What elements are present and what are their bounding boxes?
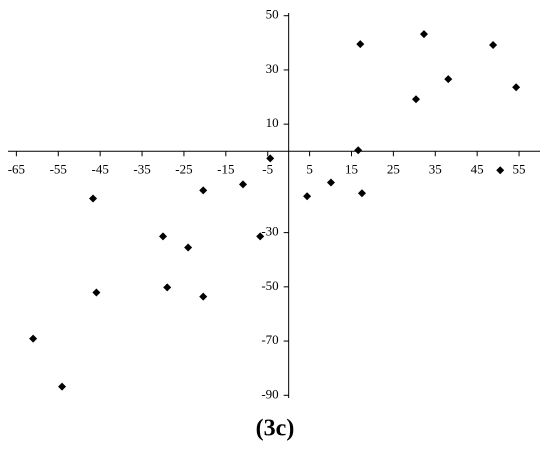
point — [303, 192, 312, 201]
x-tick-label: -55 — [50, 161, 67, 176]
x-tick-label: 55 — [513, 161, 526, 176]
point — [326, 178, 335, 187]
y-tick-label: -50 — [261, 278, 278, 293]
y-tick-label: 10 — [266, 115, 279, 130]
point — [239, 180, 248, 189]
point — [89, 194, 98, 203]
point — [354, 146, 363, 155]
point — [444, 75, 453, 84]
point — [266, 154, 275, 163]
x-tick-label: -65 — [8, 161, 25, 176]
point — [29, 334, 38, 343]
x-tick-label: 15 — [345, 161, 358, 176]
x-tick-label: -5 — [262, 161, 273, 176]
point — [512, 83, 521, 92]
point — [412, 95, 421, 104]
point — [184, 243, 193, 252]
y-tick-label: -70 — [261, 332, 278, 347]
x-tick-label: -45 — [91, 161, 108, 176]
chart-title: (3c) — [256, 416, 295, 442]
x-tick-label: -35 — [133, 161, 150, 176]
point — [356, 40, 365, 49]
point — [199, 292, 208, 301]
point — [158, 232, 167, 241]
x-tick-label: 35 — [429, 161, 442, 176]
x-tick-label: -25 — [175, 161, 192, 176]
x-tick-label: 25 — [387, 161, 400, 176]
point — [58, 382, 67, 391]
y-tick-label: -30 — [261, 224, 278, 239]
y-tick-label: 30 — [266, 61, 279, 76]
point — [163, 283, 172, 292]
x-tick-label: 5 — [306, 161, 313, 176]
x-tick-label: 45 — [471, 161, 484, 176]
point — [496, 166, 505, 175]
point — [357, 189, 366, 198]
point — [199, 186, 208, 195]
point — [489, 40, 498, 49]
y-tick-label: 50 — [266, 7, 279, 22]
x-tick-label: -15 — [217, 161, 234, 176]
point — [256, 232, 265, 241]
point — [92, 288, 101, 297]
y-tick-label: -90 — [261, 386, 278, 401]
point — [419, 30, 428, 39]
